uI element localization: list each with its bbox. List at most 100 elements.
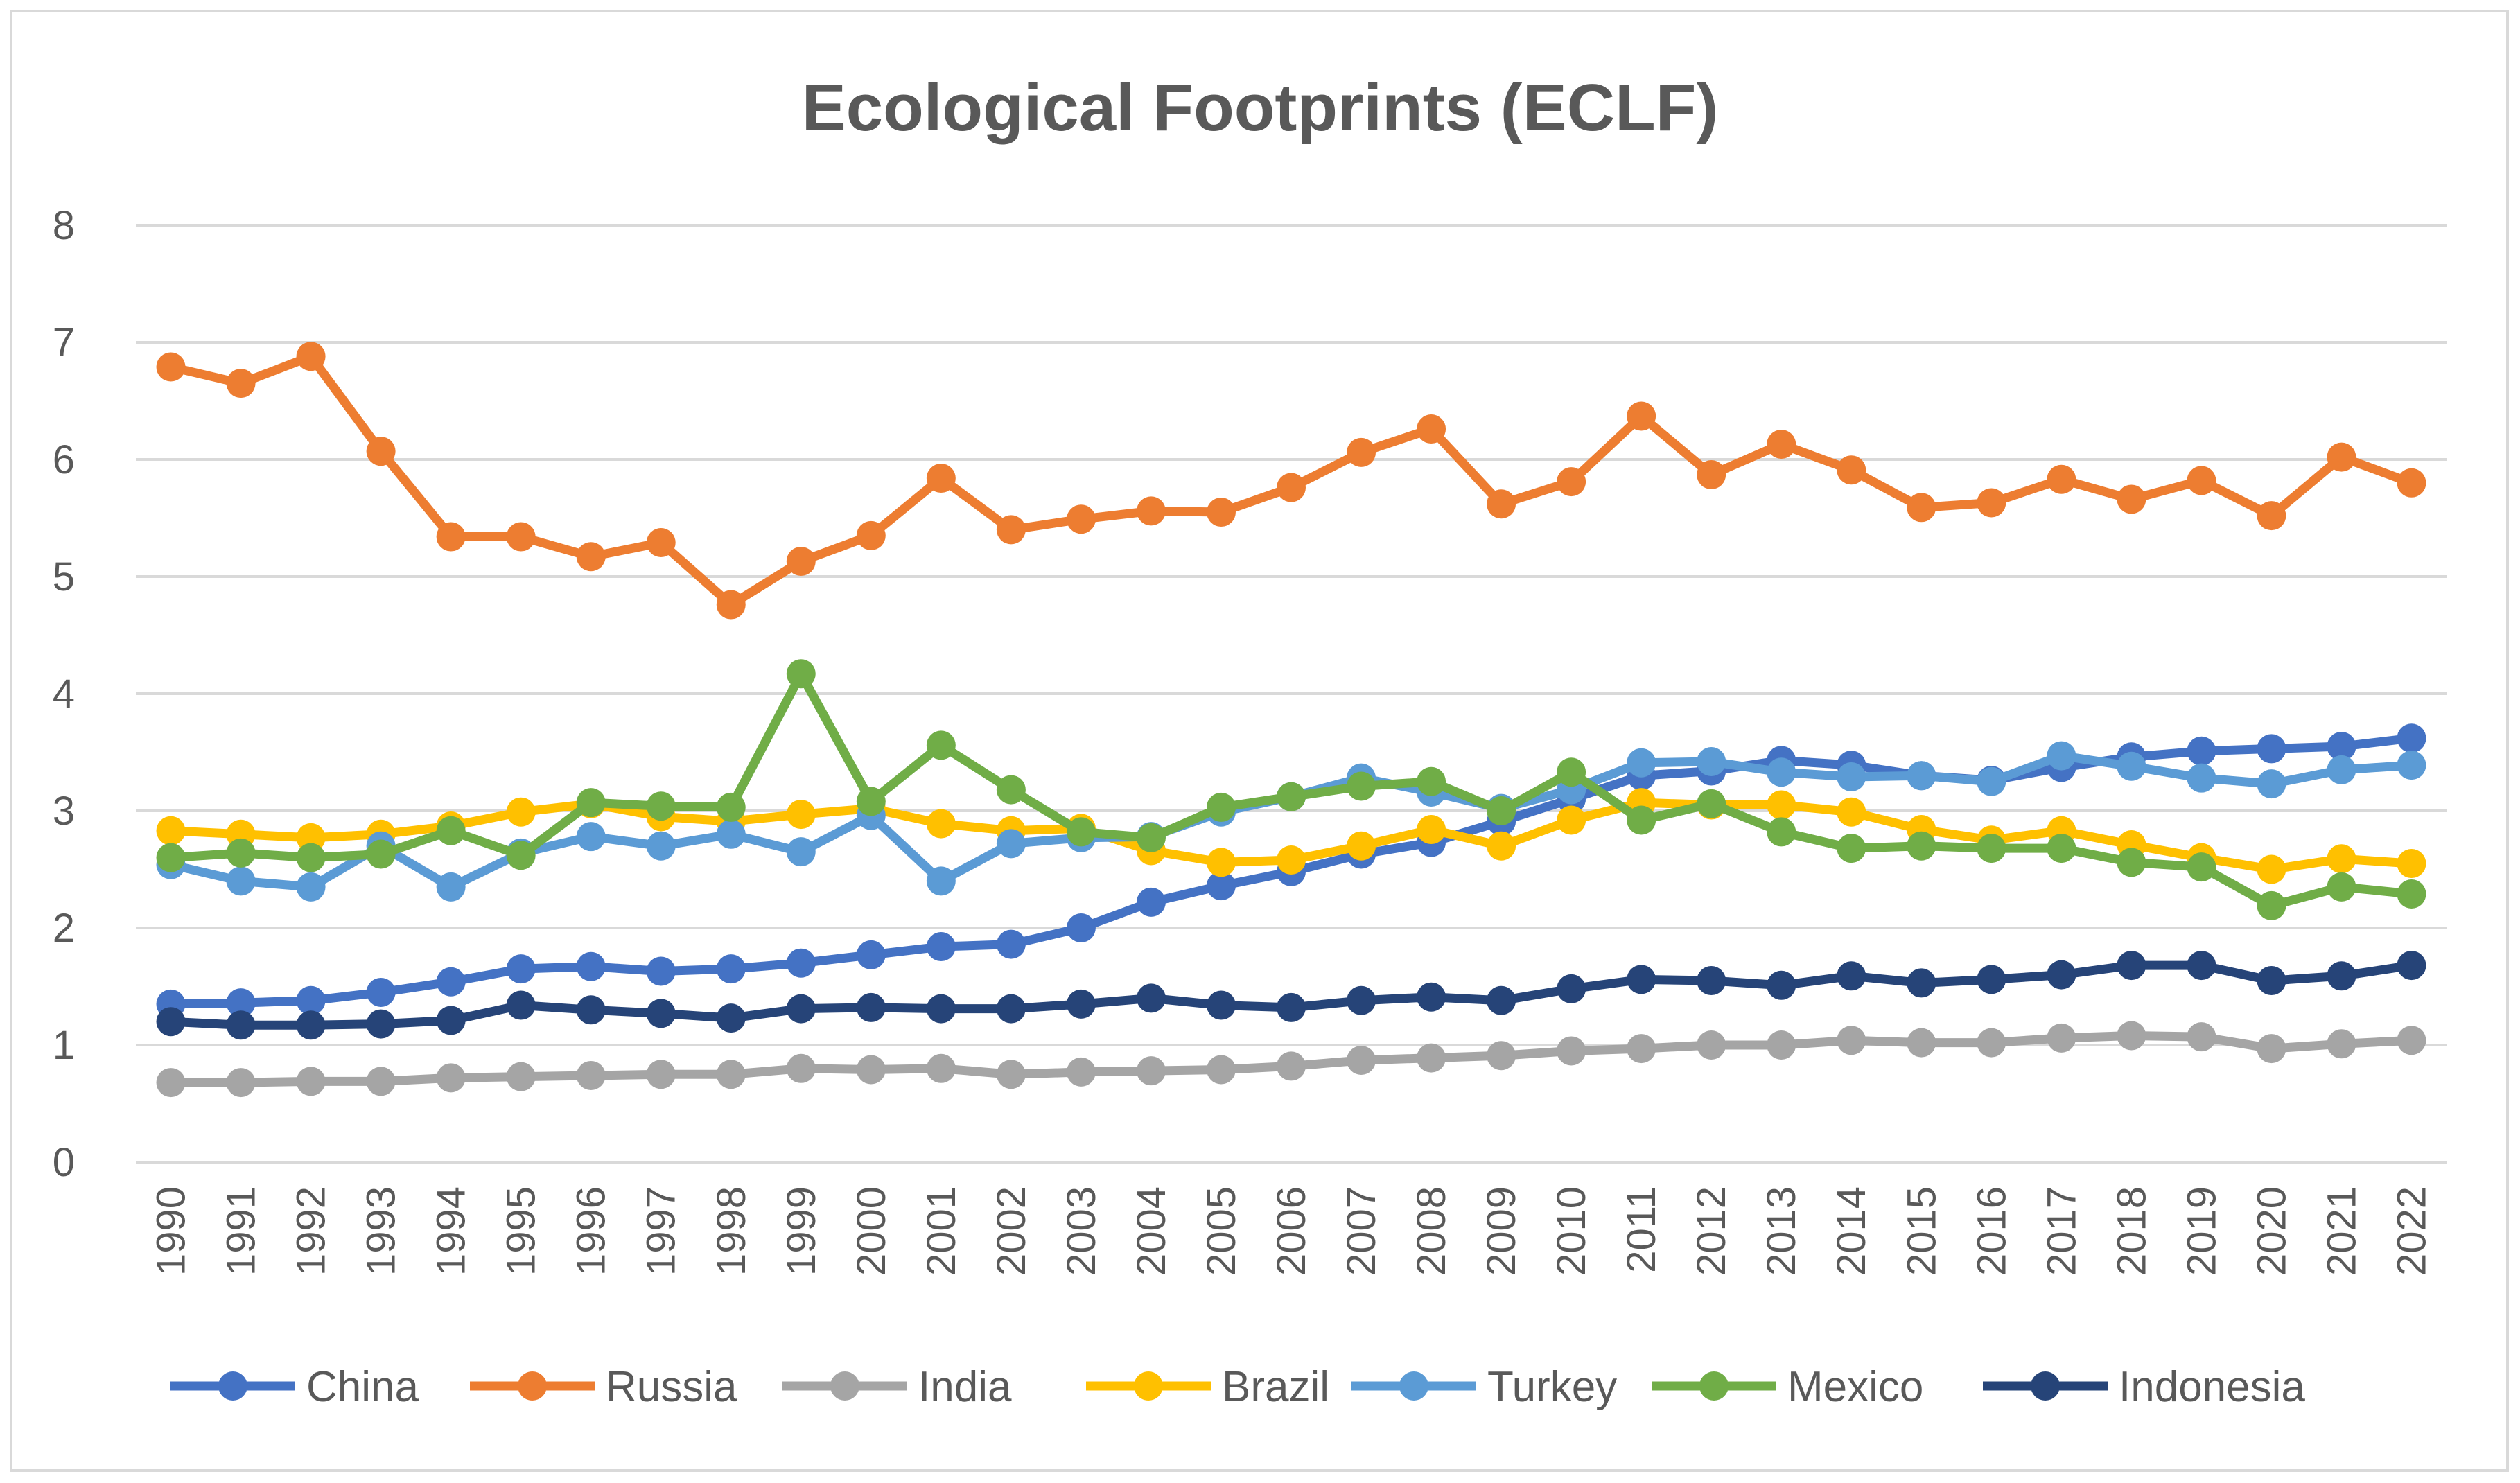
data-point-mexico-2012 [1697,789,1726,818]
data-point-indonesia-2014 [1837,961,1866,991]
data-point-russia-1997 [646,527,676,557]
data-point-indonesia-2021 [2327,961,2356,991]
data-point-india-2003 [1066,1057,1096,1087]
data-point-brazil-2008 [1417,815,1446,845]
data-point-indonesia-2007 [1347,985,1376,1015]
x-tick-label: 2021 [2319,1186,2364,1276]
data-point-india-1990 [156,1068,186,1098]
data-point-turkey-1996 [576,822,606,852]
data-point-indonesia-2004 [1136,983,1166,1013]
data-point-indonesia-2012 [1697,966,1726,996]
data-point-indonesia-1994 [436,1006,466,1035]
data-point-china-1998 [716,954,746,984]
data-point-mexico-1994 [436,816,466,845]
data-point-brazil-2022 [2397,849,2426,879]
data-point-turkey-2012 [1697,747,1726,777]
data-point-indonesia-2008 [1417,982,1446,1012]
data-point-india-2022 [2397,1026,2426,1055]
data-point-mexico-2005 [1206,792,1236,822]
data-point-russia-1991 [226,369,256,398]
data-point-india-1997 [646,1060,676,1089]
data-point-china-2004 [1136,887,1166,917]
data-point-russia-2011 [1627,401,1656,431]
data-point-mexico-2019 [2187,852,2216,882]
data-point-mexico-2009 [1487,796,1516,825]
data-point-indonesia-2011 [1627,965,1656,994]
data-point-indonesia-2022 [2397,951,2426,981]
data-point-indonesia-2017 [2047,960,2076,990]
data-point-russia-2001 [926,464,956,493]
data-point-mexico-1992 [296,843,326,872]
y-tick-label: 7 [53,320,75,365]
data-point-india-2019 [2187,1022,2216,1052]
x-tick-label: 1997 [639,1186,684,1276]
legend-swatch-marker [518,1371,547,1401]
x-tick-label: 2002 [989,1186,1034,1276]
y-tick-label: 6 [53,437,75,482]
series-group [156,342,2426,1098]
data-point-china-2003 [1066,913,1096,942]
legend-label: Turkey [1487,1363,1617,1411]
x-tick-label: 2010 [1549,1186,1594,1276]
chart-frame [10,10,2509,1472]
y-tick-label: 8 [53,203,75,248]
x-tick-label: 1992 [289,1186,334,1276]
data-point-russia-2021 [2327,442,2356,472]
data-point-turkey-1992 [296,872,326,902]
data-point-india-1991 [226,1068,256,1098]
data-point-russia-2019 [2187,466,2216,495]
x-tick-label: 2017 [2039,1186,2084,1276]
data-point-china-1997 [646,956,676,986]
data-point-india-2020 [2257,1034,2286,1064]
x-tick-label: 2020 [2249,1186,2294,1276]
data-point-russia-2006 [1277,473,1306,502]
data-point-mexico-1998 [716,792,746,822]
data-point-russia-1992 [296,342,326,371]
data-point-indonesia-2015 [1907,968,1936,998]
data-point-indonesia-2019 [2187,951,2216,981]
data-point-indonesia-1996 [576,995,606,1025]
data-point-russia-1999 [786,547,816,577]
legend-label: Indonesia [2119,1363,2305,1411]
data-point-indonesia-1990 [156,1007,186,1037]
x-tick-label: 1994 [429,1186,474,1276]
data-point-mexico-2013 [1767,817,1796,847]
data-point-mexico-2015 [1907,831,1936,861]
x-tick-label: 2011 [1619,1186,1664,1273]
data-point-china-2022 [2397,723,2426,753]
data-point-india-1998 [716,1060,746,1089]
data-point-brazil-2013 [1767,790,1796,820]
data-point-indonesia-2005 [1206,990,1236,1020]
legend-item-mexico: Mexico [1652,1363,1923,1411]
data-point-turkey-1999 [786,837,816,867]
y-axis-ticks: 0 1 2 3 4 5 6 7 8 [53,203,75,1185]
data-point-mexico-2022 [2397,879,2426,909]
x-tick-label: 1993 [359,1186,404,1276]
x-tick-label: 2012 [1689,1186,1734,1276]
data-point-russia-2010 [1557,467,1586,497]
data-point-russia-1995 [506,522,536,552]
data-point-turkey-2020 [2257,769,2286,799]
data-point-turkey-1998 [716,819,746,849]
y-tick-label: 1 [53,1023,75,1068]
data-point-india-2013 [1767,1030,1796,1060]
legend-label: Mexico [1787,1363,1923,1411]
data-point-brazil-2020 [2257,854,2286,884]
data-point-brazil-1990 [156,816,186,845]
data-point-india-2017 [2047,1023,2076,1053]
x-tick-label: 2013 [1759,1186,1804,1276]
data-point-india-1999 [786,1053,816,1083]
data-point-russia-2007 [1347,437,1376,467]
data-point-turkey-2013 [1767,757,1796,787]
legend-item-china: China [170,1363,419,1411]
data-point-india-2011 [1627,1034,1656,1064]
legend-item-russia: Russia [470,1363,737,1411]
data-point-india-2000 [856,1055,886,1085]
data-point-indonesia-1993 [366,1009,396,1039]
data-point-india-2012 [1697,1030,1726,1060]
data-point-india-2004 [1136,1056,1166,1086]
y-tick-label: 0 [53,1140,75,1185]
data-point-mexico-2004 [1136,823,1166,852]
data-point-indonesia-2000 [856,992,886,1022]
